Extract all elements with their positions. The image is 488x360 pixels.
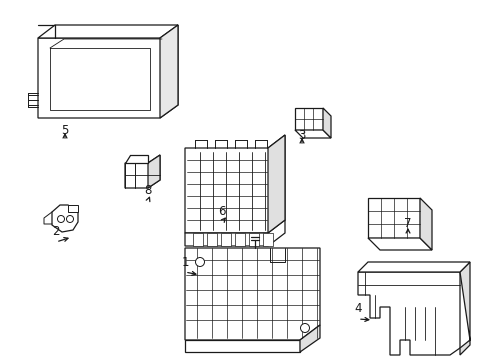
Polygon shape — [206, 233, 217, 246]
Text: 7: 7 — [404, 217, 411, 230]
Text: 1: 1 — [181, 256, 188, 269]
Text: 4: 4 — [353, 302, 361, 315]
Polygon shape — [459, 262, 469, 355]
Polygon shape — [267, 135, 285, 233]
Polygon shape — [184, 340, 299, 352]
Circle shape — [66, 216, 73, 222]
Polygon shape — [419, 198, 431, 250]
Polygon shape — [299, 325, 319, 352]
Circle shape — [58, 216, 64, 222]
Polygon shape — [367, 238, 431, 250]
Polygon shape — [148, 155, 160, 188]
Polygon shape — [221, 233, 230, 246]
Polygon shape — [367, 198, 419, 238]
Polygon shape — [184, 135, 285, 233]
Polygon shape — [68, 205, 78, 212]
Text: 8: 8 — [144, 184, 151, 198]
Text: 6: 6 — [218, 206, 225, 219]
Circle shape — [195, 257, 204, 266]
Polygon shape — [248, 233, 259, 246]
Text: 2: 2 — [52, 225, 60, 238]
Text: 3: 3 — [298, 130, 305, 143]
Polygon shape — [193, 233, 203, 246]
Polygon shape — [38, 25, 178, 118]
Polygon shape — [125, 155, 148, 163]
Polygon shape — [294, 108, 323, 130]
Text: 5: 5 — [61, 125, 68, 138]
Polygon shape — [263, 233, 272, 246]
Polygon shape — [323, 108, 330, 138]
Polygon shape — [184, 220, 285, 246]
Polygon shape — [160, 25, 178, 118]
Polygon shape — [357, 272, 459, 355]
Polygon shape — [294, 130, 330, 138]
Polygon shape — [125, 155, 160, 188]
Polygon shape — [52, 205, 78, 232]
Polygon shape — [357, 262, 469, 272]
Polygon shape — [38, 25, 178, 38]
Circle shape — [300, 324, 309, 333]
Polygon shape — [184, 248, 319, 340]
Polygon shape — [235, 233, 244, 246]
